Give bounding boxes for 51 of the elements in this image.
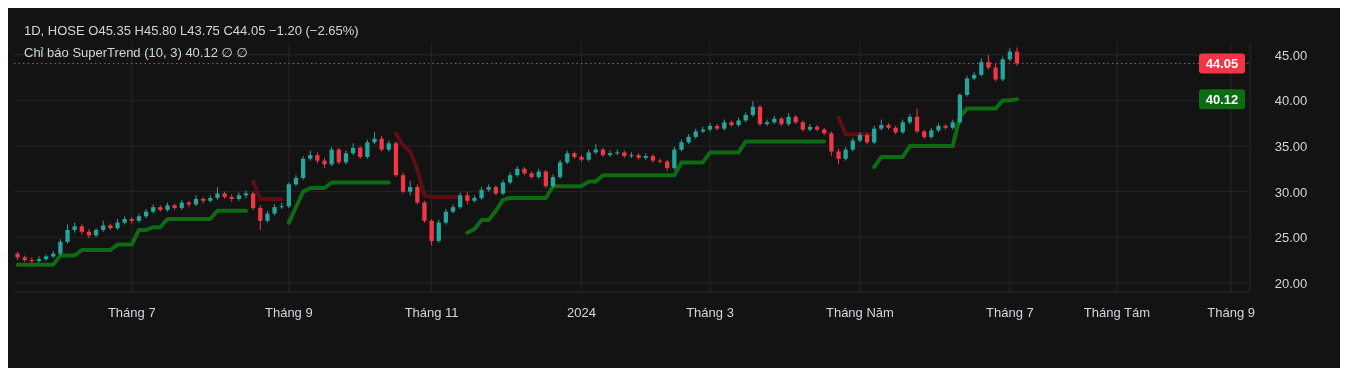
candlestick: [29, 256, 34, 264]
candlestick: [65, 223, 70, 245]
y-tick-label: 35.00: [1274, 139, 1308, 155]
y-tick-label: 45.00: [1274, 47, 1308, 63]
candlestick: [43, 254, 49, 262]
candlestick: [429, 218, 434, 246]
candlestick: [251, 191, 256, 211]
candlestick: [629, 151, 634, 159]
chart-subtitle: Chỉ báo SuperTrend (10, 3) 40.12 ∅ ∅: [24, 45, 248, 60]
ref-line-label: 44.05: [1205, 56, 1239, 72]
candlestick: [814, 124, 820, 132]
x-tick-label: Tháng 7: [986, 305, 1034, 320]
y-tick-label: 20.00: [1274, 275, 1308, 291]
candlestick: [365, 139, 370, 160]
x-tick-label: Tháng 11: [404, 305, 459, 320]
candlestick: [450, 203, 456, 215]
candlestick: [807, 123, 813, 132]
x-tick-label: Tháng 3: [686, 305, 734, 320]
candlestick: [415, 183, 420, 205]
y-tick-label: 40.00: [1274, 93, 1308, 109]
candlestick: [672, 146, 677, 171]
candlestick: [764, 119, 770, 127]
candlestick: [286, 182, 291, 209]
x-tick-label: Tháng 9: [1207, 305, 1255, 320]
candlestick: [36, 255, 42, 264]
candlestick: [979, 57, 984, 78]
candlestick: [400, 171, 406, 194]
x-tick-label: Tháng Tám: [1083, 305, 1151, 320]
annotation: 40.12: [1205, 92, 1239, 108]
x-tick-label: Tháng 9: [264, 305, 313, 320]
y-tick-label: 30.00: [1274, 184, 1308, 200]
candlestick: [657, 158, 663, 164]
candlestick: [829, 130, 834, 157]
candlestick: [707, 122, 713, 132]
x-tick-label: Tháng 7: [107, 305, 156, 320]
candlestick: [258, 204, 263, 231]
candlestick: [300, 155, 306, 181]
candlestick: [422, 200, 427, 224]
candlestick: [757, 104, 763, 127]
y-tick-label: 25.00: [1274, 230, 1308, 246]
chart-title: 1D, HOSE O45.35 H45.80 L43.75 C44.05 −1.20 (−2.65%): [24, 23, 359, 38]
x-tick-label: 2024: [567, 305, 596, 320]
candlestick: [557, 159, 563, 180]
candlestick: [607, 150, 613, 158]
x-tick-label: Tháng Năm: [825, 305, 894, 320]
candlestick: [750, 100, 755, 118]
candlestick: [964, 75, 970, 98]
candlestick: [436, 219, 441, 244]
candlestick: [1000, 56, 1005, 82]
candlestick: [236, 192, 242, 202]
candlestick: [243, 190, 249, 199]
